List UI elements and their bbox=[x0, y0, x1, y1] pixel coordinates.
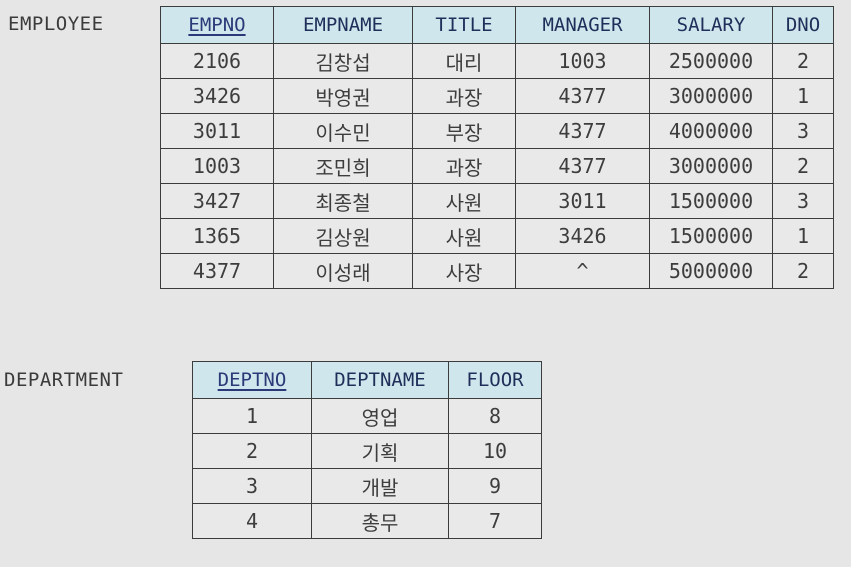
table-cell: 영업 bbox=[311, 398, 449, 434]
table-cell: 1003 bbox=[515, 43, 650, 79]
table-cell: 대리 bbox=[412, 43, 516, 79]
table-cell: 최종철 bbox=[273, 183, 413, 219]
table-cell: 1 bbox=[772, 78, 834, 114]
employee-relation-label: EMPLOYEE bbox=[8, 13, 104, 35]
table-cell: 3426 bbox=[160, 78, 274, 114]
department-header-row: DEPTNO DEPTNAME FLOOR bbox=[192, 361, 542, 399]
table-cell: 1365 bbox=[160, 218, 274, 254]
table-cell: 1500000 bbox=[649, 183, 773, 219]
employee-col-title: TITLE bbox=[412, 6, 516, 44]
table-row: 4 총무 7 bbox=[192, 503, 542, 539]
table-cell: 2 bbox=[772, 148, 834, 184]
table-cell: 3 bbox=[772, 113, 834, 149]
table-cell: 부장 bbox=[412, 113, 516, 149]
table-row: 1003 조민희 과장 4377 3000000 2 bbox=[160, 148, 834, 184]
department-col-deptno: DEPTNO bbox=[192, 361, 312, 399]
table-cell: 이성래 bbox=[273, 253, 413, 289]
table-cell: 2 bbox=[772, 43, 834, 79]
table-cell: 4 bbox=[192, 503, 312, 539]
department-table: DEPTNO DEPTNAME FLOOR 1 영업 8 2 기획 10 3 개… bbox=[192, 361, 542, 539]
table-cell: 4000000 bbox=[649, 113, 773, 149]
table-cell: 사원 bbox=[412, 183, 516, 219]
table-cell: 3427 bbox=[160, 183, 274, 219]
table-cell: 4377 bbox=[515, 78, 650, 114]
employee-col-empname: EMPNAME bbox=[273, 6, 413, 44]
employee-col-empno: EMPNO bbox=[160, 6, 274, 44]
table-cell: 2 bbox=[192, 433, 312, 469]
table-cell: 3000000 bbox=[649, 148, 773, 184]
table-cell: 3000000 bbox=[649, 78, 773, 114]
department-col-floor: FLOOR bbox=[448, 361, 542, 399]
table-cell: 3011 bbox=[515, 183, 650, 219]
table-cell: 2500000 bbox=[649, 43, 773, 79]
table-cell: 3 bbox=[192, 468, 312, 504]
employee-table: EMPNO EMPNAME TITLE MANAGER SALARY DNO 2… bbox=[160, 6, 834, 289]
table-cell: 10 bbox=[448, 433, 542, 469]
table-cell: 1 bbox=[192, 398, 312, 434]
employee-col-salary: SALARY bbox=[649, 6, 773, 44]
table-cell: 4377 bbox=[515, 148, 650, 184]
table-cell: 2 bbox=[772, 253, 834, 289]
table-row: 3426 박영권 과장 4377 3000000 1 bbox=[160, 78, 834, 114]
table-cell: 과장 bbox=[412, 148, 516, 184]
table-cell: 김창섭 bbox=[273, 43, 413, 79]
table-row: 3 개발 9 bbox=[192, 468, 542, 504]
table-cell: 사원 bbox=[412, 218, 516, 254]
table-cell: 3426 bbox=[515, 218, 650, 254]
table-cell: 사장 bbox=[412, 253, 516, 289]
department-relation-label: DEPARTMENT bbox=[4, 369, 124, 391]
table-row: 3427 최종철 사원 3011 1500000 3 bbox=[160, 183, 834, 219]
table-cell: 과장 bbox=[412, 78, 516, 114]
table-cell: 이수민 bbox=[273, 113, 413, 149]
table-cell: 1 bbox=[772, 218, 834, 254]
table-cell: 3 bbox=[772, 183, 834, 219]
table-cell: 1003 bbox=[160, 148, 274, 184]
table-cell: 기획 bbox=[311, 433, 449, 469]
table-row: 1 영업 8 bbox=[192, 398, 542, 434]
table-cell: 4377 bbox=[515, 113, 650, 149]
department-col-deptname: DEPTNAME bbox=[311, 361, 449, 399]
table-cell: 7 bbox=[448, 503, 542, 539]
table-row: 4377 이성래 사장 ^ 5000000 2 bbox=[160, 253, 834, 289]
table-cell: 개발 bbox=[311, 468, 449, 504]
table-cell: 2106 bbox=[160, 43, 274, 79]
table-cell: 김상원 bbox=[273, 218, 413, 254]
employee-col-manager: MANAGER bbox=[515, 6, 650, 44]
employee-header-row: EMPNO EMPNAME TITLE MANAGER SALARY DNO bbox=[160, 6, 834, 44]
table-row: 2106 김창섭 대리 1003 2500000 2 bbox=[160, 43, 834, 79]
employee-col-dno: DNO bbox=[772, 6, 834, 44]
table-row: 3011 이수민 부장 4377 4000000 3 bbox=[160, 113, 834, 149]
table-cell: 조민희 bbox=[273, 148, 413, 184]
table-row: 2 기획 10 bbox=[192, 433, 542, 469]
table-cell: 박영권 bbox=[273, 78, 413, 114]
table-row: 1365 김상원 사원 3426 1500000 1 bbox=[160, 218, 834, 254]
table-cell: 3011 bbox=[160, 113, 274, 149]
table-cell: 8 bbox=[448, 398, 542, 434]
table-cell: 총무 bbox=[311, 503, 449, 539]
table-cell: 4377 bbox=[160, 253, 274, 289]
null-manager-cell: ^ bbox=[515, 253, 650, 289]
table-cell: 5000000 bbox=[649, 253, 773, 289]
table-cell: 1500000 bbox=[649, 218, 773, 254]
table-cell: 9 bbox=[448, 468, 542, 504]
